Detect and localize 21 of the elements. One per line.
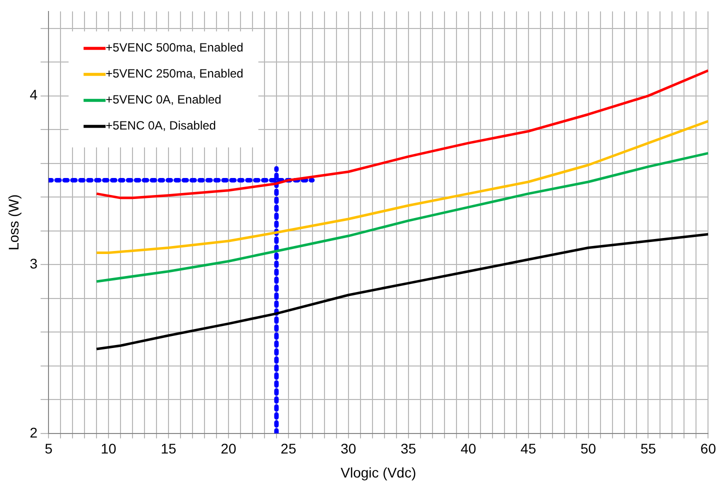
legend-label: +5VENC 500ma, Enabled — [106, 40, 244, 55]
x-tick-label: 30 — [340, 440, 356, 457]
x-tick-label: 25 — [280, 440, 296, 457]
legend-label: +5ENC 0A, Disabled — [106, 118, 216, 133]
x-tick-label: 50 — [580, 440, 596, 457]
x-tick-label: 60 — [700, 440, 716, 457]
x-tick-label: 55 — [640, 440, 656, 457]
x-tick-label: 5 — [44, 440, 53, 457]
y-axis-title: Loss (W) — [5, 194, 22, 250]
x-tick-label: 10 — [100, 440, 117, 457]
x-tick-label: 45 — [520, 440, 536, 457]
x-tick-label: 20 — [220, 440, 236, 457]
x-tick-label: 40 — [460, 440, 476, 457]
y-tick-label: 4 — [30, 86, 38, 103]
legend-label: +5VENC 250ma, Enabled — [106, 66, 244, 81]
y-tick-label: 3 — [30, 255, 38, 272]
x-axis-title: Vlogic (Vdc) — [340, 464, 416, 480]
x-tick-label: 15 — [160, 440, 177, 457]
legend-label: +5VENC 0A, Enabled — [106, 92, 222, 107]
x-tick-label: 35 — [400, 440, 416, 457]
y-tick-label: 2 — [30, 424, 38, 440]
